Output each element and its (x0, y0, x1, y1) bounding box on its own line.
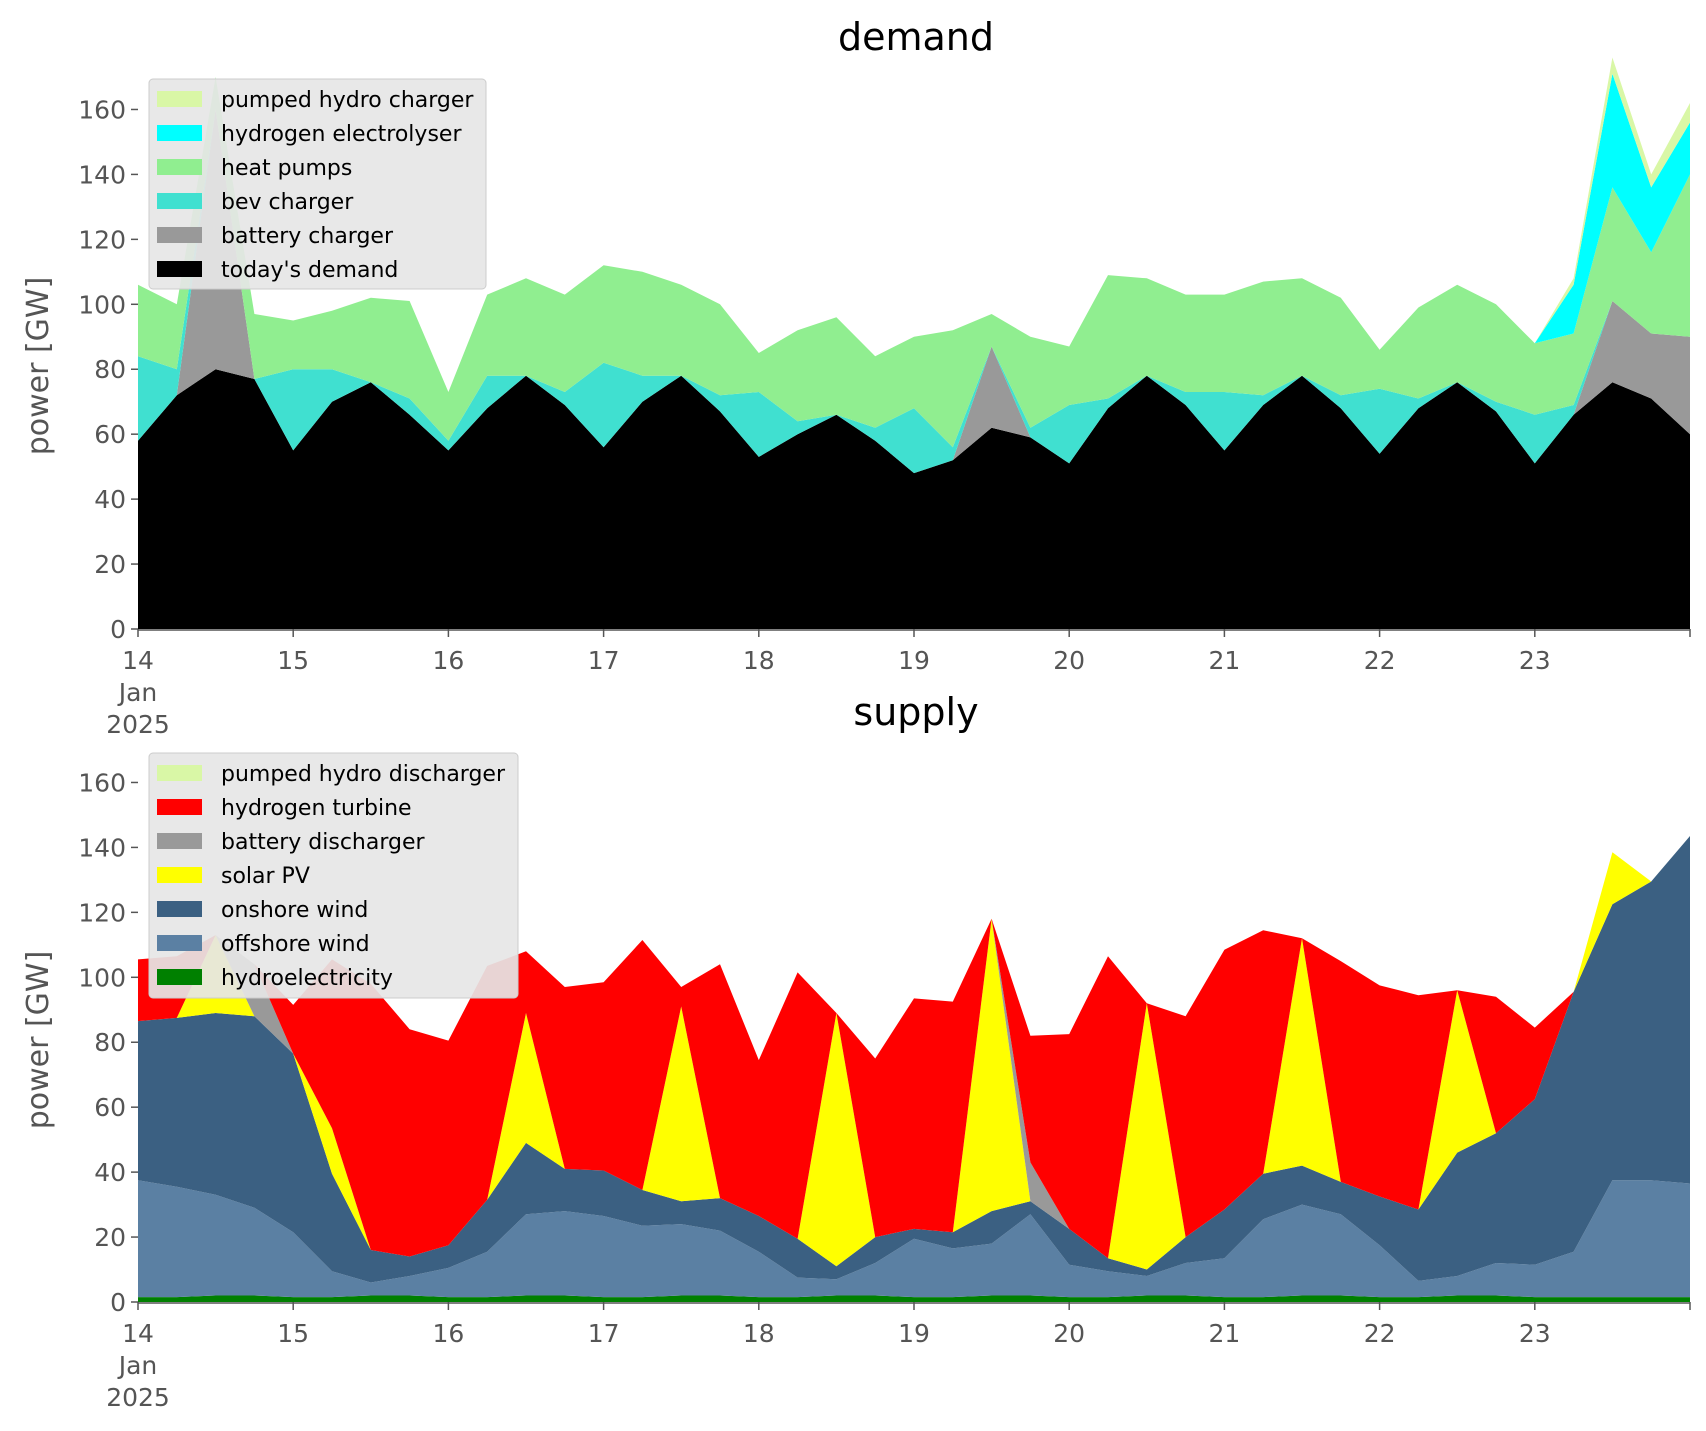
series-area-today-s-demand (138, 369, 1690, 629)
legend-swatch (157, 867, 202, 883)
x-tick-label: 16 (432, 646, 464, 675)
x-tick-label: 20 (1053, 646, 1085, 675)
legend-label: hydrogen turbine (221, 796, 412, 821)
legend-label: offshore wind (221, 932, 370, 957)
demand-panel: demand power [GW] 020406080100120140160 … (21, 15, 1691, 739)
legend-label: heat pumps (221, 156, 352, 181)
legend-label: today's demand (221, 258, 398, 283)
series-area-heat-pumps (138, 77, 1690, 448)
y-axis: power [GW] 0 20 40 60 80 100 120 140 160 (21, 95, 138, 644)
y-tick-label: 20 (94, 1223, 126, 1252)
plot-area (138, 57, 1690, 629)
series-area-hydroelectricity (138, 1295, 1690, 1302)
x-tick-label: 14 (122, 646, 154, 675)
x-axis: 14 Jan 2025 15 16 17 18 19 20 21 22 23 (106, 629, 1691, 739)
y-axis-label: power [GW] (21, 277, 56, 456)
x-tick-label: 19 (898, 646, 930, 675)
legend-label: bev charger (221, 190, 354, 215)
y-ticks: 0 20 40 60 80 100 120 140 160 (78, 95, 138, 644)
legend-swatch (157, 159, 202, 175)
legend-swatch (157, 227, 202, 243)
x-tick-label: 18 (743, 646, 775, 675)
legend: pumped hydro discharger hydrogen turbine b… (148, 752, 519, 999)
x-tick-label: 15 (277, 646, 309, 675)
legend-items: pumped hydro charger hydrogen electrolyse… (157, 88, 474, 283)
y-tick-label: 60 (94, 420, 126, 449)
y-tick-label: 140 (78, 160, 126, 189)
y-tick-label: 0 (110, 615, 126, 644)
legend-swatch (157, 193, 202, 209)
legend-label: pumped hydro charger (221, 88, 474, 113)
x-tick-sublabel: Jan (117, 678, 158, 707)
series-area-bev-charger (138, 109, 1690, 474)
x-ticks: 14 Jan 2025 15 16 17 18 19 20 21 22 23 (106, 1302, 1691, 1412)
legend-swatch (157, 125, 202, 141)
y-tick-label: 20 (94, 550, 126, 579)
x-tick-sublabel: 2025 (106, 1383, 170, 1412)
x-tick-label: 21 (1208, 646, 1240, 675)
legend-swatch (157, 91, 202, 107)
x-tick-label: 22 (1364, 646, 1396, 675)
x-axis: 14 Jan 2025 15 16 17 18 19 20 21 22 23 (106, 1302, 1691, 1412)
legend-swatch (157, 935, 202, 951)
x-tick-label: 17 (588, 646, 620, 675)
y-tick-label: 60 (94, 1093, 126, 1122)
series-area-offshore-wind (138, 1180, 1690, 1298)
x-tick-label: 14 (122, 1319, 154, 1348)
chart-title: supply (853, 690, 978, 734)
legend-label: pumped hydro discharger (221, 762, 506, 787)
x-tick-label: 23 (1519, 646, 1551, 675)
legend-swatch (157, 833, 202, 849)
legend-label: battery charger (221, 224, 394, 249)
y-tick-label: 100 (78, 963, 126, 992)
y-axis: power [GW] 0 20 40 60 80 100 120 140 160 (21, 768, 138, 1317)
legend-frame (148, 78, 487, 290)
y-tick-label: 100 (78, 290, 126, 319)
y-tick-label: 160 (78, 768, 126, 797)
x-tick-sublabel: Jan (117, 1351, 158, 1380)
x-tick-sublabel: 2025 (106, 710, 170, 739)
y-axis-label: power [GW] (21, 951, 56, 1130)
plot-area (138, 836, 1690, 1302)
y-tick-label: 80 (94, 1028, 126, 1057)
x-tick-label: 18 (743, 1319, 775, 1348)
x-tick-label: 22 (1364, 1319, 1396, 1348)
y-tick-label: 80 (94, 355, 126, 384)
legend: pumped hydro charger hydrogen electrolyse… (148, 78, 487, 290)
legend-label: hydroelectricity (221, 966, 393, 991)
x-tick-label: 19 (898, 1319, 930, 1348)
y-tick-label: 40 (94, 1158, 126, 1187)
legend-label: solar PV (221, 864, 310, 889)
chart-title: demand (838, 15, 994, 59)
x-tick-label: 23 (1519, 1319, 1551, 1348)
series-area-solar-pv (138, 836, 1690, 1270)
y-tick-label: 160 (78, 95, 126, 124)
legend-swatch (157, 901, 202, 917)
x-ticks: 14 Jan 2025 15 16 17 18 19 20 21 22 23 (106, 629, 1691, 739)
x-tick-label: 17 (588, 1319, 620, 1348)
series-area-onshore-wind (138, 836, 1690, 1283)
legend-swatch (157, 765, 202, 781)
y-ticks: 0 20 40 60 80 100 120 140 160 (78, 768, 138, 1317)
legend-label: hydrogen electrolyser (221, 122, 462, 147)
y-tick-label: 120 (78, 225, 126, 254)
series-area-hydrogen-turbine (138, 836, 1690, 1259)
y-tick-label: 120 (78, 898, 126, 927)
legend-items: pumped hydro discharger hydrogen turbine b… (157, 762, 506, 991)
legend-label: onshore wind (221, 898, 368, 923)
x-tick-label: 16 (432, 1319, 464, 1348)
supply-panel: supply power [GW] 020406080100120140160 … (21, 690, 1691, 1412)
legend-label: battery discharger (221, 830, 426, 855)
legend-swatch (157, 799, 202, 815)
legend-swatch (157, 969, 202, 985)
legend-swatch (157, 261, 202, 277)
x-tick-label: 20 (1053, 1319, 1085, 1348)
x-tick-label: 21 (1208, 1319, 1240, 1348)
y-tick-label: 0 (110, 1288, 126, 1317)
legend-frame (148, 752, 519, 999)
x-tick-label: 15 (277, 1319, 309, 1348)
y-tick-label: 40 (94, 485, 126, 514)
y-tick-label: 140 (78, 833, 126, 862)
